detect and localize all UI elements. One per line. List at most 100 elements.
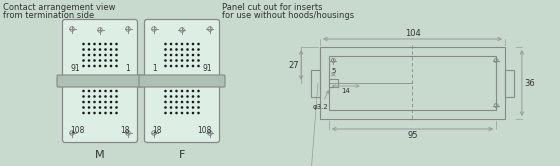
Circle shape xyxy=(99,101,101,103)
Circle shape xyxy=(104,48,107,51)
FancyBboxPatch shape xyxy=(57,75,143,87)
Circle shape xyxy=(186,43,189,45)
Circle shape xyxy=(170,112,172,114)
Text: Panel cut out for inserts: Panel cut out for inserts xyxy=(222,3,323,12)
Circle shape xyxy=(110,65,113,67)
Circle shape xyxy=(164,48,167,51)
Circle shape xyxy=(110,59,113,62)
Circle shape xyxy=(186,48,189,51)
Circle shape xyxy=(99,112,101,114)
Text: Contact arrangement view: Contact arrangement view xyxy=(3,3,115,12)
Circle shape xyxy=(104,43,107,45)
Circle shape xyxy=(164,59,167,62)
Circle shape xyxy=(186,59,189,62)
Circle shape xyxy=(170,106,172,109)
Text: F: F xyxy=(179,150,185,160)
Circle shape xyxy=(93,90,96,92)
Circle shape xyxy=(181,95,183,98)
Circle shape xyxy=(93,112,96,114)
FancyBboxPatch shape xyxy=(63,19,138,142)
Circle shape xyxy=(93,54,96,56)
Circle shape xyxy=(175,59,178,62)
Circle shape xyxy=(82,106,85,109)
Circle shape xyxy=(197,59,200,62)
Circle shape xyxy=(82,54,85,56)
Text: 91: 91 xyxy=(70,64,80,73)
Circle shape xyxy=(192,106,194,109)
Text: φ3.2: φ3.2 xyxy=(313,91,329,110)
Circle shape xyxy=(197,112,200,114)
Circle shape xyxy=(164,106,167,109)
Circle shape xyxy=(115,95,118,98)
Circle shape xyxy=(82,43,85,45)
Circle shape xyxy=(88,106,90,109)
Bar xyxy=(329,79,338,87)
Text: for use without hoods/housings: for use without hoods/housings xyxy=(222,11,354,20)
Text: 5: 5 xyxy=(331,68,335,74)
Circle shape xyxy=(192,59,194,62)
Circle shape xyxy=(115,48,118,51)
Bar xyxy=(329,56,496,110)
Circle shape xyxy=(197,101,200,103)
Circle shape xyxy=(115,65,118,67)
Circle shape xyxy=(88,59,90,62)
Circle shape xyxy=(115,101,118,103)
Text: 18: 18 xyxy=(120,126,130,135)
Circle shape xyxy=(110,106,113,109)
FancyBboxPatch shape xyxy=(139,75,225,87)
Circle shape xyxy=(181,101,183,103)
Circle shape xyxy=(110,48,113,51)
Circle shape xyxy=(181,112,183,114)
Circle shape xyxy=(104,106,107,109)
Circle shape xyxy=(88,48,90,51)
Circle shape xyxy=(115,43,118,45)
Text: 108: 108 xyxy=(70,126,85,135)
Circle shape xyxy=(164,95,167,98)
Bar xyxy=(320,47,505,119)
Circle shape xyxy=(170,95,172,98)
Circle shape xyxy=(192,54,194,56)
Circle shape xyxy=(110,101,113,103)
Circle shape xyxy=(93,106,96,109)
Circle shape xyxy=(82,112,85,114)
Text: 108: 108 xyxy=(198,126,212,135)
Circle shape xyxy=(82,65,85,67)
Circle shape xyxy=(115,106,118,109)
Circle shape xyxy=(104,65,107,67)
Circle shape xyxy=(82,90,85,92)
Circle shape xyxy=(164,65,167,67)
Circle shape xyxy=(175,95,178,98)
Circle shape xyxy=(197,48,200,51)
Circle shape xyxy=(186,90,189,92)
Bar xyxy=(311,70,320,96)
Circle shape xyxy=(82,48,85,51)
Bar xyxy=(505,70,514,96)
Circle shape xyxy=(175,43,178,45)
Circle shape xyxy=(175,101,178,103)
Circle shape xyxy=(192,101,194,103)
Circle shape xyxy=(104,95,107,98)
Text: from termination side: from termination side xyxy=(3,11,94,20)
Circle shape xyxy=(99,65,101,67)
Circle shape xyxy=(181,90,183,92)
Circle shape xyxy=(192,95,194,98)
Circle shape xyxy=(99,48,101,51)
Circle shape xyxy=(104,59,107,62)
Circle shape xyxy=(88,65,90,67)
Circle shape xyxy=(175,106,178,109)
Circle shape xyxy=(93,101,96,103)
Circle shape xyxy=(82,101,85,103)
Circle shape xyxy=(170,101,172,103)
Circle shape xyxy=(192,43,194,45)
Circle shape xyxy=(181,48,183,51)
Circle shape xyxy=(170,90,172,92)
Circle shape xyxy=(192,65,194,67)
Circle shape xyxy=(197,90,200,92)
Circle shape xyxy=(88,112,90,114)
Circle shape xyxy=(115,90,118,92)
Circle shape xyxy=(170,65,172,67)
Circle shape xyxy=(170,54,172,56)
Circle shape xyxy=(181,43,183,45)
Circle shape xyxy=(104,54,107,56)
Circle shape xyxy=(82,95,85,98)
